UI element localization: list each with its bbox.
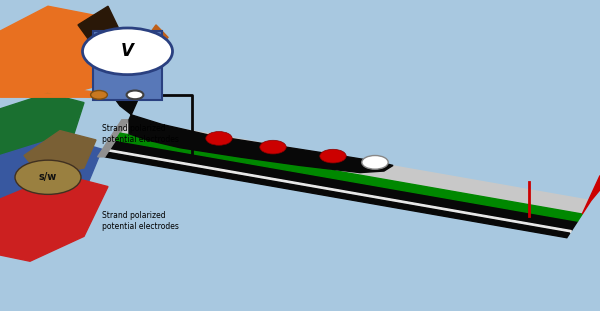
Polygon shape [98, 120, 129, 157]
Polygon shape [111, 75, 393, 173]
Polygon shape [0, 93, 84, 180]
Polygon shape [0, 6, 102, 100]
FancyBboxPatch shape [93, 31, 162, 100]
Circle shape [15, 160, 81, 194]
Polygon shape [120, 120, 591, 214]
Polygon shape [582, 175, 600, 214]
Polygon shape [138, 25, 168, 62]
Text: Strand polarized
potential electrodes: Strand polarized potential electrodes [102, 211, 179, 231]
Polygon shape [24, 131, 96, 177]
Polygon shape [116, 133, 582, 221]
Circle shape [260, 140, 286, 154]
Circle shape [320, 149, 346, 163]
Circle shape [362, 156, 388, 169]
Text: s/w: s/w [39, 172, 57, 182]
Circle shape [206, 132, 232, 145]
Text: Strand polarized
potential electrodes: Strand polarized potential electrodes [102, 124, 179, 144]
Circle shape [127, 91, 143, 99]
Circle shape [91, 91, 107, 99]
Polygon shape [0, 174, 108, 261]
Polygon shape [78, 6, 120, 50]
Polygon shape [0, 137, 102, 230]
Polygon shape [109, 140, 578, 231]
Polygon shape [105, 152, 570, 238]
Text: V: V [121, 42, 134, 60]
Polygon shape [108, 150, 571, 233]
Circle shape [83, 28, 173, 75]
